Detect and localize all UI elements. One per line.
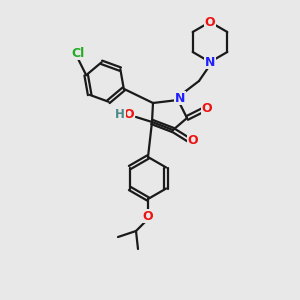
Text: O: O [188,134,198,148]
Text: N: N [175,92,185,104]
Text: O: O [124,109,134,122]
Text: H: H [115,109,125,122]
Text: O: O [202,101,212,115]
Text: N: N [205,56,215,68]
Text: O: O [143,209,153,223]
Text: O: O [205,16,215,28]
Text: Cl: Cl [72,47,85,60]
